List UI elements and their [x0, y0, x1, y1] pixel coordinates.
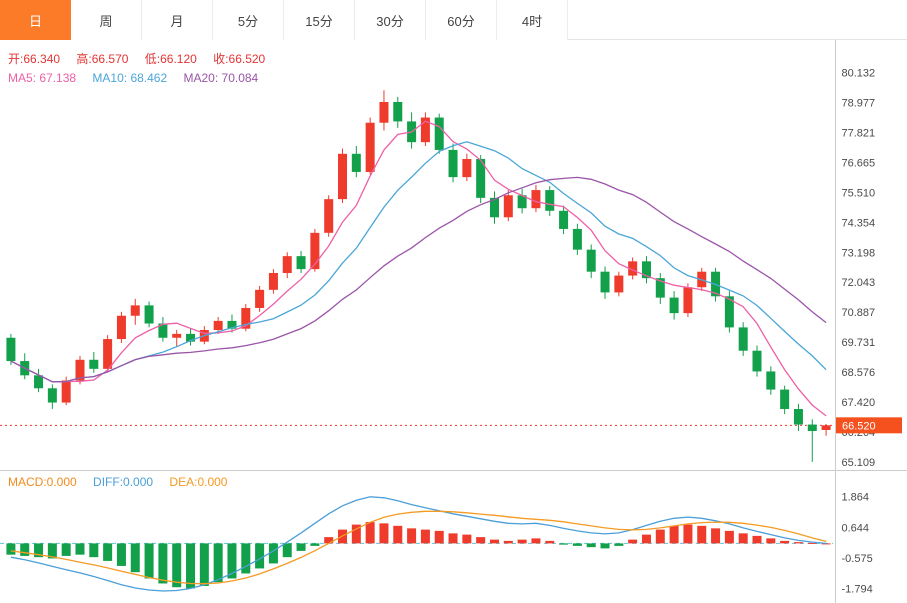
macd-axis: 1.864 0.644 -0.575 -1.794: [835, 470, 873, 603]
svg-text:-1.794: -1.794: [842, 583, 873, 595]
period-tab-2[interactable]: 周: [71, 0, 142, 40]
svg-text:75.510: 75.510: [842, 187, 876, 199]
svg-text:72.043: 72.043: [842, 277, 876, 289]
svg-text:0.644: 0.644: [842, 522, 870, 534]
svg-text:66.520: 66.520: [842, 420, 876, 432]
svg-text:78.977: 78.977: [842, 98, 876, 110]
svg-text:76.665: 76.665: [842, 157, 876, 169]
current-price-tag: 66.520: [836, 417, 902, 434]
ma10-line: [10, 141, 827, 383]
dea-line: [10, 510, 827, 585]
svg-text:68.576: 68.576: [842, 367, 876, 379]
period-tabbar: 日周月 5分 15分 30分 60分 4时: [0, 0, 907, 40]
svg-text:70.887: 70.887: [842, 307, 876, 319]
ma20-line: [10, 176, 827, 383]
svg-text:-0.575: -0.575: [842, 553, 873, 565]
period-tab-6[interactable]: 30分: [355, 0, 426, 40]
macd-indicator-chart[interactable]: 1.864 0.644 -0.575 -1.794: [0, 470, 907, 603]
period-tab-4[interactable]: 5分: [213, 0, 284, 40]
svg-text:77.821: 77.821: [842, 128, 876, 140]
svg-text:1.864: 1.864: [842, 492, 870, 504]
svg-text:67.420: 67.420: [842, 397, 876, 409]
svg-text:73.198: 73.198: [842, 247, 876, 259]
period-tab-8[interactable]: 4时: [497, 0, 568, 40]
diff-line: [10, 496, 827, 592]
candles: [6, 90, 831, 462]
ma5-line: [10, 120, 827, 417]
svg-text:80.132: 80.132: [842, 68, 876, 80]
price-axis: 80.132 78.977 77.821 76.665 75.510 74.354 73.1…: [835, 40, 876, 470]
macd-histogram: [6, 522, 831, 589]
svg-text:74.354: 74.354: [842, 217, 876, 229]
candlestick-chart[interactable]: 80.132 78.977 77.821 76.665 75.510 74.354 73.1…: [0, 40, 907, 470]
period-tab-1[interactable]: 日: [0, 0, 71, 40]
period-tab-7[interactable]: 60分: [426, 0, 497, 40]
period-tab-3[interactable]: 月: [142, 0, 213, 40]
svg-text:69.731: 69.731: [842, 337, 876, 349]
period-tab-5[interactable]: 15分: [284, 0, 355, 40]
svg-text:65.109: 65.109: [842, 457, 876, 469]
